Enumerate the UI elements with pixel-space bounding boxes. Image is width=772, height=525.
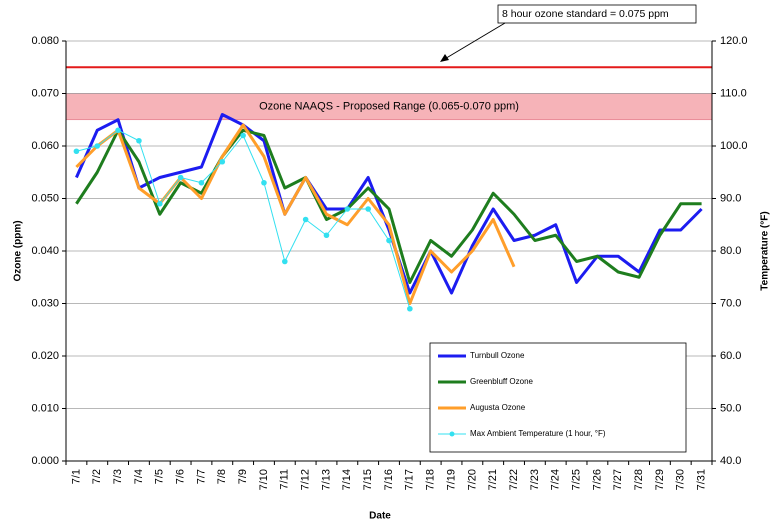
y2-tick-label: 110.0 — [720, 87, 747, 99]
y-tick-label: 0.020 — [31, 350, 59, 362]
legend-marker — [449, 431, 455, 437]
series-marker — [386, 237, 392, 244]
y-tick-label: 0.080 — [31, 35, 59, 47]
y2-tick-label: 70.0 — [720, 297, 741, 309]
series-marker — [94, 143, 101, 149]
series-marker — [115, 127, 121, 134]
legend-label: Augusta Ozone — [470, 403, 526, 412]
y2-tick-label: 100.0 — [720, 140, 748, 152]
series-marker — [198, 179, 205, 186]
y2-tick-label: 60.0 — [720, 350, 741, 362]
y2-tick-label: 90.0 — [720, 192, 741, 204]
series-marker — [302, 216, 309, 223]
x-tick-label: 7/14 — [341, 469, 353, 490]
x-tick-label: 7/5 — [154, 469, 166, 484]
x-tick-label: 7/15 — [362, 469, 374, 490]
x-tick-label: 7/27 — [612, 469, 624, 490]
x-tick-label: 7/2 — [91, 469, 103, 484]
x-tick-label: 7/6 — [175, 469, 187, 484]
x-tick-label: 7/7 — [195, 469, 207, 484]
y-tick-label: 0.060 — [31, 140, 59, 152]
x-axis-title: Date — [369, 511, 391, 522]
y-axis-title: Ozone (ppm) — [13, 220, 24, 281]
x-tick-label: 7/28 — [633, 469, 645, 490]
y2-tick-label: 80.0 — [720, 245, 741, 257]
x-tick-label: 7/17 — [404, 469, 416, 490]
x-tick-label: 7/22 — [508, 469, 520, 490]
y-tick-label: 0.040 — [31, 245, 59, 257]
x-tick-label: 7/29 — [654, 469, 666, 490]
x-tick-label: 7/23 — [529, 469, 541, 490]
series-marker — [407, 305, 413, 312]
x-tick-label: 7/11 — [279, 469, 291, 490]
y-tick-label: 0.070 — [31, 87, 59, 99]
x-tick-label: 7/4 — [133, 469, 145, 484]
y-tick-label: 0.010 — [31, 402, 59, 414]
y2-axis-title: Temperature (°F) — [760, 211, 771, 290]
x-tick-label: 7/18 — [425, 469, 437, 490]
x-tick-label: 7/16 — [383, 469, 395, 490]
x-tick-label: 7/12 — [300, 469, 312, 490]
x-tick-label: 7/26 — [591, 469, 603, 490]
x-tick-label: 7/9 — [237, 469, 249, 484]
series-line — [75, 128, 702, 284]
band-label: Ozone NAAQS - Proposed Range (0.065-0.07… — [259, 101, 519, 113]
y2-tick-label: 120.0 — [720, 35, 748, 47]
x-tick-label: 7/3 — [112, 469, 124, 484]
legend-label: Max Ambient Temperature (1 hour, °F) — [470, 429, 606, 438]
legend-label: Greenbluff Ozone — [470, 377, 534, 386]
series-marker — [136, 137, 142, 144]
y-tick-label: 0.000 — [31, 455, 59, 467]
x-tick-label: 7/21 — [487, 469, 499, 490]
x-tick-label: 7/19 — [445, 469, 457, 490]
series-marker — [73, 148, 80, 155]
x-tick-label: 7/8 — [216, 469, 228, 484]
series-marker — [219, 158, 226, 165]
x-tick-label: 7/24 — [550, 469, 562, 490]
y2-tick-label: 40.0 — [720, 455, 741, 467]
series-marker — [365, 206, 371, 212]
annotation-box — [497, 4, 697, 24]
y-tick-label: 0.030 — [31, 297, 59, 309]
annotation-arrowhead — [440, 54, 449, 62]
x-tick-label: 7/20 — [466, 469, 478, 490]
y2-tick-label: 50.0 — [720, 402, 741, 414]
x-tick-label: 7/1 — [70, 469, 82, 484]
annotation-text: 8 hour ozone standard = 0.075 ppm — [502, 8, 669, 20]
series-marker — [282, 258, 288, 265]
y-tick-label: 0.050 — [31, 192, 59, 204]
x-tick-label: 7/31 — [695, 469, 707, 490]
legend-label: Turnbull Ozone — [470, 351, 525, 360]
proposed-range-band — [65, 93, 713, 121]
x-tick-label: 7/25 — [570, 469, 582, 490]
series-marker — [323, 232, 330, 239]
series-marker — [240, 132, 246, 139]
series-marker — [156, 200, 163, 207]
x-tick-label: 7/13 — [320, 469, 332, 490]
x-tick-label: 7/10 — [258, 469, 270, 490]
x-tick-label: 7/30 — [675, 469, 687, 490]
annotation-arrow — [442, 22, 506, 61]
series-marker — [261, 179, 267, 186]
series-line — [75, 123, 516, 305]
series-marker — [344, 206, 351, 212]
legend-box — [429, 342, 687, 453]
series-marker — [177, 174, 184, 181]
